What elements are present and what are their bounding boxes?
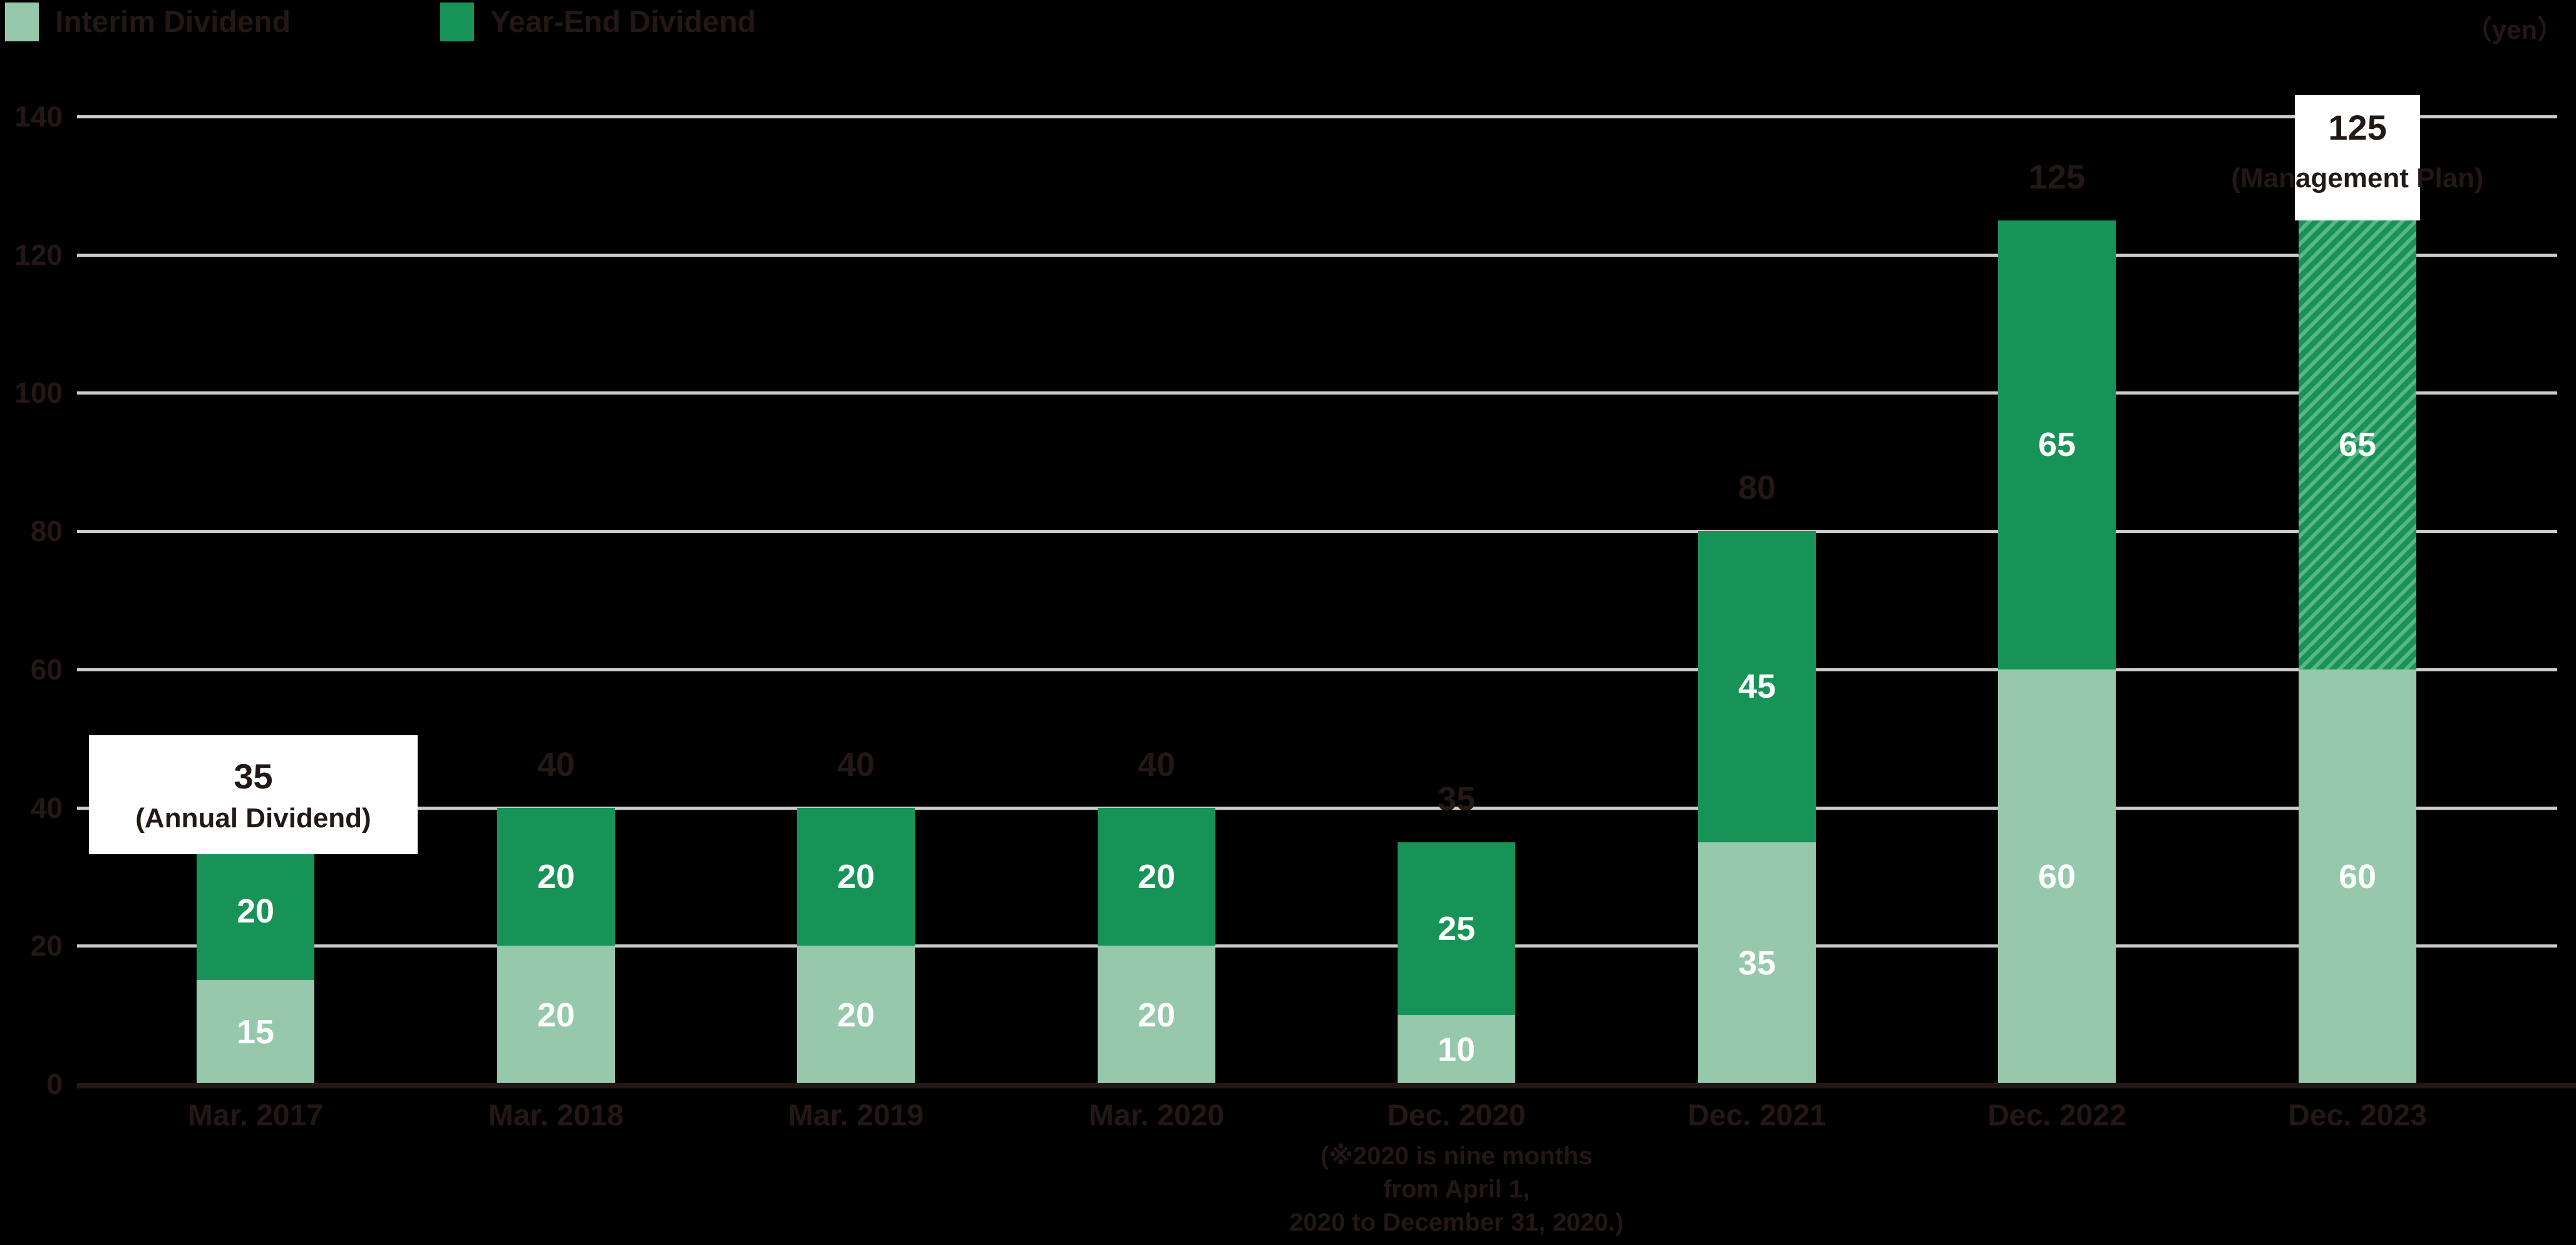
- footnote-line-3: 2020 to December 31, 2020.): [1289, 1209, 1624, 1236]
- y-axis-tick-label-40: 40: [30, 791, 63, 824]
- plan-callout-caption: (Management Plan): [2231, 163, 2484, 194]
- bar-segment-interim: 15: [197, 980, 314, 1084]
- gridline-60: [77, 668, 2557, 671]
- bar-value-label-yearend: 20: [1137, 857, 1176, 896]
- bar-segment-interim: 35: [1698, 842, 1816, 1084]
- bar-segment-interim: 60: [1998, 669, 2116, 1084]
- bar-value-label-yearend: 45: [1738, 668, 1776, 706]
- annual-dividend-callout: 35 (Annual Dividend): [89, 735, 418, 854]
- x-axis-line: [77, 1083, 2576, 1088]
- bar-segment-yearend: 20: [1098, 807, 1215, 946]
- x-axis-category-label: Mar. 2019: [788, 1099, 924, 1132]
- x-axis-category-label: Mar. 2017: [187, 1099, 324, 1132]
- bar-segment-interim: 10: [1398, 1015, 1515, 1084]
- gridline-80: [77, 530, 2557, 534]
- bar-segment-interim: 20: [797, 946, 915, 1084]
- bar-total-label: 80: [1738, 469, 1776, 507]
- x-axis-category-label: Dec. 2020: [1387, 1099, 1526, 1132]
- footnote-line-1: (※2020 is nine months: [1320, 1142, 1593, 1170]
- bar-segment-yearend-hatched: 65: [2299, 220, 2416, 669]
- x-axis-category-label: Mar. 2018: [488, 1099, 624, 1132]
- bar-segment-yearend: 25: [1398, 842, 1515, 1015]
- bar-value-label-interim: 60: [2338, 857, 2377, 896]
- x-axis-category-label: Mar. 2020: [1088, 1099, 1225, 1132]
- bar-value-label-yearend: 25: [1437, 909, 1476, 948]
- year-end-dividend-swatch-icon: [440, 3, 474, 41]
- x-axis-category-label: Dec. 2021: [1687, 1099, 1826, 1132]
- bar-segment-yearend: 65: [1998, 220, 2116, 669]
- y-axis-tick-label-140: 140: [14, 100, 63, 133]
- legend-item-interim: Interim Dividend: [5, 3, 291, 41]
- gridline-120: [77, 253, 2557, 257]
- gridline-140: [77, 115, 2557, 118]
- y-axis-tick-label-0: 0: [46, 1068, 63, 1100]
- footnote: (※2020 is nine months from April 1, 2020…: [1143, 1140, 1770, 1239]
- bar-value-label-interim: 20: [537, 996, 575, 1034]
- legend-label-yearend: Year-End Dividend: [490, 5, 756, 39]
- y-axis-tick-label-100: 100: [14, 376, 63, 410]
- bar-value-label-yearend: 20: [236, 892, 275, 931]
- y-axis-tick-label-20: 20: [30, 929, 63, 963]
- bar-total-label: 40: [1137, 745, 1176, 783]
- bar-value-label-interim: 35: [1738, 944, 1776, 982]
- bar-value-label-interim: 20: [1137, 996, 1176, 1034]
- gridline-20: [77, 944, 2557, 948]
- y-axis-tick-label-120: 120: [14, 238, 63, 271]
- bar-total-label: 40: [837, 745, 875, 783]
- annual-callout-value: 35: [234, 756, 273, 796]
- y-axis-tick-label-80: 80: [30, 515, 63, 548]
- y-axis-tick-label-60: 60: [30, 653, 63, 686]
- bar-value-label-yearend: 20: [837, 857, 875, 896]
- interim-dividend-swatch-icon: [5, 3, 39, 41]
- bar-value-label-yearend: 65: [2038, 426, 2076, 464]
- unit-label-yen: （yen）: [2465, 15, 2563, 44]
- legend-label-interim: Interim Dividend: [55, 5, 291, 39]
- bar-value-label-interim: 10: [1437, 1030, 1476, 1068]
- bar-value-label-interim: 20: [837, 996, 875, 1034]
- footnote-line-2: from April 1,: [1383, 1175, 1530, 1203]
- x-axis-category-label: Dec. 2022: [1987, 1099, 2126, 1132]
- bar-segment-interim: 60: [2299, 669, 2416, 1084]
- management-plan-callout: 125: [2295, 95, 2420, 220]
- bar-value-label-yearend: 20: [537, 857, 575, 896]
- gridline-100: [77, 391, 2557, 395]
- legend-item-yearend: Year-End Dividend: [440, 3, 756, 41]
- bar-value-label-interim: 60: [2038, 857, 2076, 896]
- plan-callout-value: 125: [2328, 108, 2387, 147]
- annual-callout-caption: (Annual Dividend): [135, 803, 371, 834]
- gridline-40: [77, 806, 2557, 810]
- bar-total-label: 40: [537, 745, 575, 783]
- bar-segment-yearend: 20: [497, 807, 615, 946]
- bar-segment-yearend: 45: [1698, 531, 1816, 842]
- bar-total-label: 35: [1437, 780, 1476, 818]
- bar-total-label: 125: [2028, 158, 2086, 196]
- bar-segment-interim: 20: [1098, 946, 1215, 1084]
- bar-value-label-yearend: 65: [2338, 426, 2377, 464]
- x-axis-category-label: Dec. 2023: [2288, 1099, 2427, 1132]
- bar-segment-yearend: 20: [197, 842, 314, 981]
- bar-segment-yearend: 20: [797, 807, 915, 946]
- bar-segment-interim: 20: [497, 946, 615, 1084]
- bar-value-label-interim: 15: [236, 1013, 275, 1051]
